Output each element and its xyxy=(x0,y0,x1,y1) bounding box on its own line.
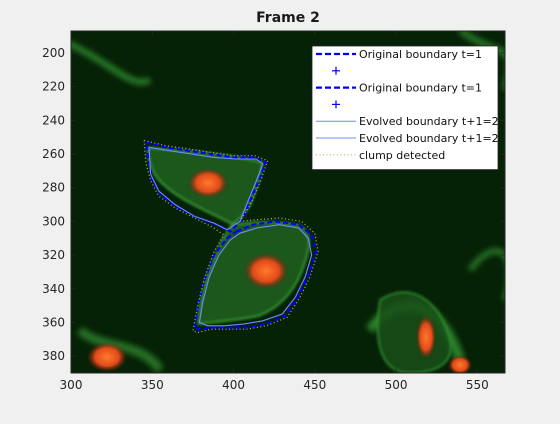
series-line-2 xyxy=(148,146,264,231)
x-tick-label: 500 xyxy=(385,378,408,392)
legend-label: Original boundary t=1 xyxy=(359,82,482,95)
series-line-3 xyxy=(198,224,313,327)
x-axis: 300 350 400 450 500 550 xyxy=(60,31,489,392)
x-tick-label: 300 xyxy=(60,378,83,392)
legend-label: Evolved boundary t+1=2 xyxy=(359,115,499,128)
y-tick-label: 280 xyxy=(42,181,65,195)
x-tick-label: 550 xyxy=(466,378,489,392)
series-layer xyxy=(143,139,319,334)
legend-label: Original boundary t=1 xyxy=(359,48,482,61)
y-tick-label: 220 xyxy=(42,80,65,94)
chart-title: Frame 2 xyxy=(256,10,320,26)
legend-entry: Evolved boundary t+1=2 xyxy=(316,115,499,128)
nuclei xyxy=(87,168,472,373)
y-tick-label: 200 xyxy=(42,46,65,60)
series-line-0 xyxy=(144,141,268,233)
y-tick-label: 240 xyxy=(42,113,65,127)
axes-frame xyxy=(70,30,506,374)
legend-label: Evolved boundary t+1=2 xyxy=(359,132,499,145)
series-line-1 xyxy=(193,220,318,331)
legend-entry xyxy=(332,100,340,109)
y-tick-label: 320 xyxy=(42,248,65,262)
y-tick-label: 340 xyxy=(42,282,65,296)
y-tick-label: 380 xyxy=(42,349,65,363)
legend-entry: Original boundary t=1 xyxy=(316,48,482,61)
y-tick-label: 360 xyxy=(42,315,65,329)
legend-entry: Evolved boundary t+1=2 xyxy=(316,132,499,145)
legend-label: clump detected xyxy=(359,149,445,162)
legend-entry: Original boundary t=1 xyxy=(316,82,482,95)
x-tick-label: 400 xyxy=(222,378,245,392)
y-tick-label: 260 xyxy=(42,147,65,161)
y-tick-label: 300 xyxy=(42,214,65,228)
x-tick-label: 450 xyxy=(303,378,326,392)
y-axis: 200 220 240 260 280 300 320 340 360 380 xyxy=(42,46,505,363)
x-tick-label: 350 xyxy=(141,378,164,392)
legend: Original boundary t=1 Original boundary t… xyxy=(311,45,499,170)
legend-box xyxy=(311,45,499,170)
series-line-4 xyxy=(143,139,319,334)
legend-entry: clump detected xyxy=(316,149,445,162)
legend-entry xyxy=(332,66,340,75)
